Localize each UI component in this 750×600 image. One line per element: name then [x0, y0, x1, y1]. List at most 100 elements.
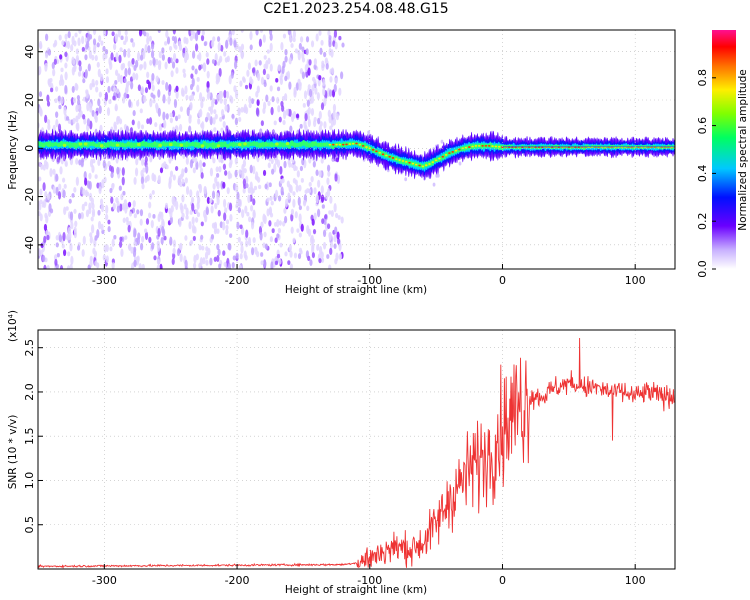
spectrogram-noise-cell	[225, 219, 230, 225]
spectrogram-noise-cell	[192, 262, 197, 269]
spectrogram-noise-cell	[219, 116, 223, 122]
spectrogram-noise-cell	[46, 100, 51, 107]
spectrogram-noise-cell	[190, 196, 195, 203]
spectrogram-noise-cell	[198, 262, 202, 269]
spectrogram-noise-cell	[310, 94, 315, 104]
spectrogram-noise-cell	[238, 169, 242, 175]
spectrogram-noise-cell	[116, 166, 120, 175]
spectrogram-ridge-peak	[428, 163, 431, 165]
spectrogram-ridge-cell	[205, 142, 210, 149]
spectrogram-noise-cell	[276, 219, 280, 228]
spectrogram-noise-cell	[276, 96, 280, 104]
spectrogram-noise-cell	[234, 60, 238, 70]
spectrogram-noise-cell	[190, 93, 194, 101]
spectrogram-noise-cell	[271, 228, 275, 234]
spectrogram-noise-cell	[310, 108, 315, 116]
spectrogram-noise-cell	[184, 85, 188, 95]
spectrogram-noise-cell	[329, 195, 333, 204]
spectrogram-noise-cell	[39, 199, 43, 205]
spectrogram-noise-cell	[204, 116, 209, 123]
spectrogram-noise-cell	[244, 205, 248, 214]
spectrogram-ridge-peak	[200, 144, 205, 148]
spectrogram-noise-cell	[151, 84, 155, 92]
spectrogram-noise-cell	[109, 246, 113, 252]
spectrogram-noise-cell	[102, 159, 106, 169]
spectrogram-noise-cell	[86, 102, 90, 112]
spectrogram-noise-cell	[194, 32, 199, 42]
spectrogram-noise-cell	[150, 43, 155, 50]
spectrogram-noise-cell	[310, 235, 314, 245]
spectrogram-noise-cell	[282, 119, 286, 126]
spectrogram-noise-cell	[122, 217, 126, 224]
snr-frame	[37, 329, 676, 570]
spectrogram-noise-cell	[279, 242, 283, 248]
spectrogram-noise-cell	[322, 78, 326, 87]
spectrogram-noise-cell	[119, 203, 123, 212]
snr-x-tick-label: -300	[92, 574, 117, 587]
spectrogram-noise-cell	[142, 167, 146, 173]
spectrogram-noise-cell	[46, 94, 50, 103]
spectrogram-noise-cell	[84, 177, 88, 186]
spectrogram-ridge-peak	[285, 142, 290, 146]
spectrogram-noise-cell	[289, 263, 293, 269]
spectrogram-noise-cell	[307, 67, 311, 76]
spectrogram-ridge-peak	[358, 143, 362, 146]
spectrogram-noise-cell	[238, 264, 242, 269]
spectrogram-noise-cell	[271, 96, 275, 103]
spectrogram-noise-cell	[432, 182, 436, 187]
spectrogram-noise-cell	[289, 37, 293, 43]
spectrogram-noise-cell	[118, 54, 122, 64]
spectrogram-noise-cell	[85, 90, 89, 99]
spectrogram-noise-cell	[318, 30, 322, 36]
spectrogram-noise-cell	[274, 237, 278, 244]
spectrogram-noise-cell	[111, 31, 115, 37]
spectrogram-noise-cell	[270, 106, 274, 116]
spectrogram-noise-cell	[336, 238, 341, 245]
spectrogram-ridge-cell	[225, 143, 230, 148]
spectrogram-noise-cell	[171, 61, 176, 69]
spectrogram-noise-cell	[132, 72, 136, 81]
spectrogram-noise-cell	[278, 195, 282, 202]
spectrogram-noise-cell	[149, 155, 153, 163]
spectrogram-noise-cell	[166, 36, 171, 45]
spectrogram-noise-cell	[159, 263, 163, 269]
spectrogram-noise-cell	[94, 235, 98, 241]
spectrogram-noise-cell	[229, 173, 233, 179]
spectrogram-noise-cell	[60, 67, 64, 73]
spectrogram-noise-cell	[271, 168, 275, 175]
spectrogram-noise-cell	[64, 161, 68, 167]
spectrogram-noise-cell	[190, 30, 194, 36]
spectrogram-noise-cell	[127, 52, 131, 58]
spectrogram-ridge-peak	[391, 157, 395, 159]
spectrogram-noise-cell	[223, 89, 227, 99]
spectrogram-noise-cell	[110, 52, 114, 61]
spectrogram-noise-cell	[218, 90, 222, 101]
spectrogram-noise-cell	[270, 261, 274, 269]
spectrogram-ridge-peak	[418, 164, 421, 167]
spectrogram-noise-cell	[302, 102, 306, 108]
spectrogram-noise-cell	[148, 201, 152, 209]
spectrogram-noise-cell	[139, 54, 144, 61]
spectrogram-x-axis-label: Height of straight line (km)	[285, 284, 427, 296]
colorbar-tick-label: 0.0	[696, 260, 709, 278]
spectrogram-noise-cell	[161, 54, 165, 61]
spectrogram-noise-cell	[207, 247, 211, 256]
spectrogram-ridge-peak	[398, 159, 401, 161]
spectrogram-noise-cell	[152, 98, 156, 104]
spectrogram-noise-cell	[303, 199, 307, 206]
spectrogram-noise-cell	[323, 51, 327, 58]
spectrogram-noise-cell	[87, 264, 91, 269]
spectrogram-noise-cell	[175, 85, 179, 92]
spectrogram-noise-cell	[244, 84, 249, 90]
spectrogram-noise-cell	[237, 206, 241, 214]
spectrogram-noise-cell	[198, 159, 203, 169]
spectrogram-noise-cell	[57, 191, 62, 200]
spectrogram-noise-cell	[258, 184, 262, 190]
spectrogram-ridge-peak	[105, 142, 109, 147]
spectrogram-noise-cell	[184, 167, 188, 174]
spectrogram-noise-cell	[168, 45, 173, 52]
spectrogram-noise-cell	[181, 178, 185, 184]
spectrogram-noise-cell	[320, 39, 324, 46]
